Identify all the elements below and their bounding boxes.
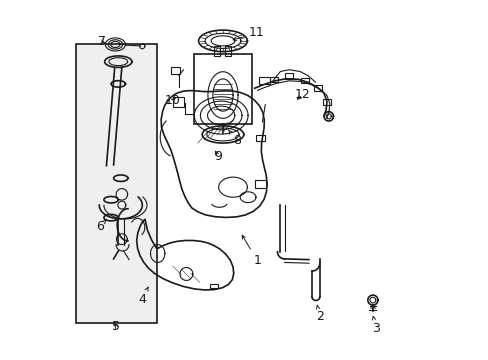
Text: 4: 4	[139, 287, 148, 306]
Text: 8: 8	[228, 130, 241, 147]
Bar	[258, 77, 269, 85]
Text: 1: 1	[242, 235, 261, 267]
Bar	[173, 97, 184, 107]
Bar	[171, 67, 180, 74]
Text: 9: 9	[214, 150, 222, 163]
Text: 3: 3	[371, 316, 379, 335]
Text: 7: 7	[98, 35, 106, 49]
Bar	[313, 85, 321, 90]
Text: 2: 2	[316, 305, 324, 324]
Bar	[224, 46, 231, 56]
Text: 10: 10	[164, 94, 181, 107]
Text: 5: 5	[112, 320, 120, 333]
Bar	[214, 46, 220, 56]
Bar	[194, 54, 251, 125]
Bar	[76, 44, 156, 323]
Text: 11: 11	[233, 27, 264, 40]
Bar	[323, 99, 330, 105]
Bar	[285, 73, 293, 79]
Bar	[210, 284, 217, 288]
Bar	[300, 78, 308, 84]
Bar	[269, 77, 277, 82]
Bar	[254, 180, 265, 188]
Text: 6: 6	[96, 220, 106, 233]
Bar	[256, 135, 264, 141]
Text: 12: 12	[294, 88, 310, 101]
